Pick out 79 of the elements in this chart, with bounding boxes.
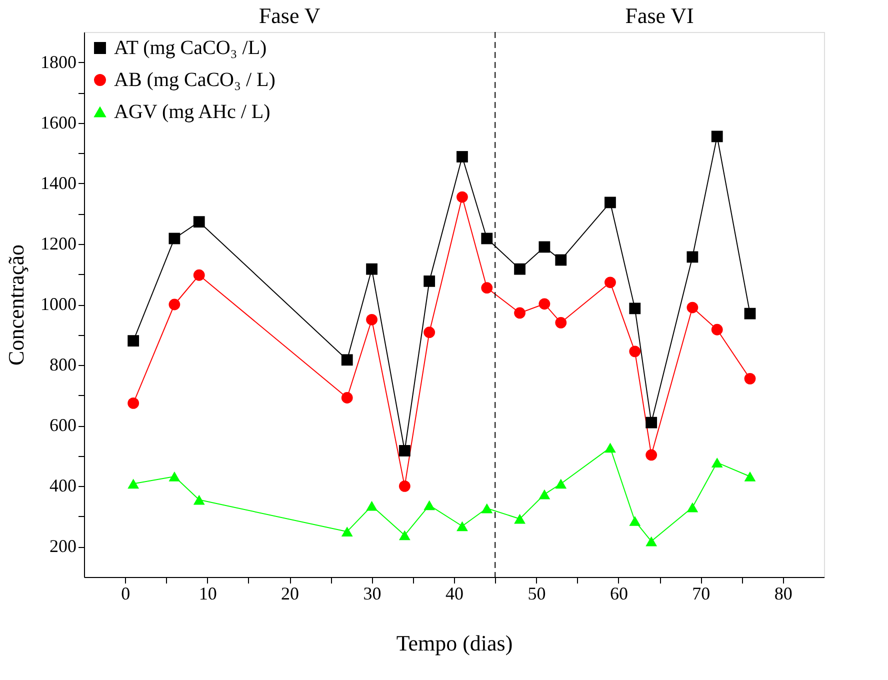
x-tick-label: 80 [774,584,792,604]
y-tick-label: 400 [50,476,76,496]
point [538,489,550,500]
point [456,521,468,532]
text: Fase VI [625,3,694,28]
point [629,346,641,358]
legend-label: AGV (mg AHc / L) [114,101,270,123]
point [514,263,526,275]
point [646,416,658,428]
x-tick-label: 0 [121,584,130,604]
x-tick-label: 10 [198,584,217,604]
y-tick-label: 600 [50,415,76,436]
point [398,445,410,456]
y-tick-label: 800 [50,354,76,375]
point [128,398,140,409]
point [711,130,723,142]
point [481,232,493,244]
point [555,478,567,489]
point [514,307,526,319]
point [646,536,658,546]
point [398,530,410,540]
text: Fase V [258,3,320,28]
y-tick-label: 1200 [40,233,76,254]
x-tick-label: 70 [692,584,710,604]
point [744,372,756,384]
x-tick-label: 40 [446,584,464,604]
point [398,480,410,492]
point [193,216,205,228]
point [128,335,140,347]
point [168,232,180,244]
point [629,516,641,526]
point [193,494,205,505]
point [686,502,698,512]
point [341,392,353,404]
y-tick-label: 1400 [40,172,76,193]
point [514,514,526,524]
point [711,458,723,468]
legend-label: AT (mg CaCO₃ /L) [114,37,267,59]
point [711,324,723,336]
point [604,196,616,208]
point [744,472,756,482]
point [686,251,698,263]
x-tick-label: 60 [610,584,628,604]
point [424,275,436,287]
point [481,503,493,514]
point [424,500,436,510]
point [481,282,493,294]
point [744,308,756,320]
y-tick-label: 1800 [40,52,76,72]
point [128,478,140,489]
point [341,526,353,537]
point [193,269,205,281]
point [555,254,567,266]
y-tick-label: 1600 [40,112,76,132]
point [366,263,378,275]
y-axis-title: Concentração [4,244,28,366]
y-tick-label: 1000 [40,294,76,314]
point [168,472,180,482]
x-tick-label: 50 [528,584,546,604]
point [686,302,698,314]
y-tick-label: 200 [50,536,76,556]
point [366,500,378,511]
point [646,449,658,461]
point [538,241,550,253]
point [555,316,567,328]
point [538,298,550,310]
point [341,354,353,366]
point [604,442,616,453]
point [366,314,378,326]
point [456,191,468,203]
legend-label: AB (mg CaCO₃ / L) [114,69,276,91]
point [629,302,641,314]
x-tick-label: 20 [281,584,300,604]
point [456,151,468,162]
point [604,276,616,288]
x-axis-title: Tempo (dias) [396,630,513,656]
point [168,298,180,310]
point [424,326,436,338]
x-tick-label: 30 [363,584,382,604]
